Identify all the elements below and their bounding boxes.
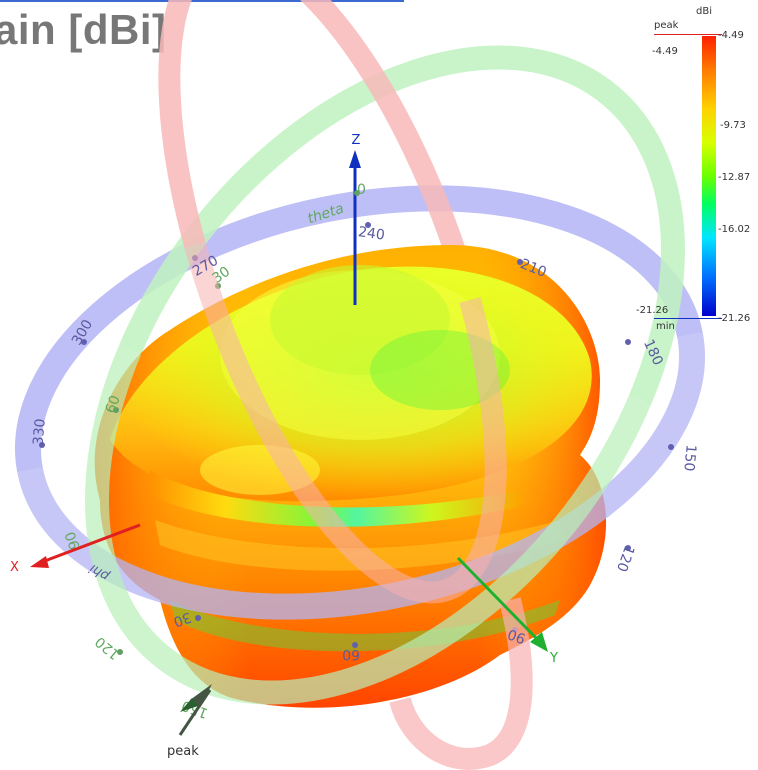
y-axis-label: Y <box>549 651 558 666</box>
legend-tick: -16.02 <box>718 224 751 235</box>
legend-unit: dBi <box>696 6 712 17</box>
theta-label: 90 <box>62 529 83 551</box>
legend-min-value: -21.26 <box>636 305 669 316</box>
phi-label: 240 <box>357 224 386 244</box>
red-ring-front <box>184 242 533 770</box>
theta-label: 60 <box>103 393 124 415</box>
phi-ring-front <box>17 222 705 648</box>
legend-tick: -21.26 <box>718 313 751 324</box>
color-legend: dBi peak -4.49 -21.26 min -4.49 -9.73 -1… <box>634 0 758 340</box>
title-underline <box>0 0 404 2</box>
phi-ring-back <box>15 185 703 473</box>
theta-label: 120 <box>92 633 123 662</box>
legend-tick: -12.87 <box>718 172 751 183</box>
color-bar <box>702 36 716 316</box>
z-axis-label: Z <box>352 133 361 148</box>
phi-label: 60 <box>342 646 360 662</box>
chart-title: ain [dBi] <box>0 6 167 53</box>
pattern-lobe <box>94 245 607 708</box>
legend-tick: -9.73 <box>720 120 746 131</box>
red-ring-back <box>158 0 481 303</box>
theta-ring-back <box>118 45 686 405</box>
peak-marker: peak <box>167 684 212 759</box>
phi-label: 90 <box>506 625 528 646</box>
peak-marker-label: peak <box>167 744 199 759</box>
phi-label: 150 <box>680 444 698 472</box>
y-axis: Y <box>456 556 558 666</box>
x-axis: X <box>10 523 141 575</box>
legend-peak-value: -4.49 <box>652 46 678 57</box>
legend-min-line <box>654 318 722 319</box>
phi-label: 120 <box>613 543 637 574</box>
z-axis: Z <box>349 133 361 305</box>
legend-peak-line <box>654 34 722 35</box>
phi-label: 30 <box>171 608 193 629</box>
theta-label: 0 <box>357 182 366 198</box>
legend-min-label: min <box>656 321 675 332</box>
legend-peak-label: peak <box>654 20 679 31</box>
phi-label: 330 <box>31 418 49 446</box>
legend-tick: -4.49 <box>718 30 744 41</box>
x-axis-label: X <box>10 560 19 575</box>
